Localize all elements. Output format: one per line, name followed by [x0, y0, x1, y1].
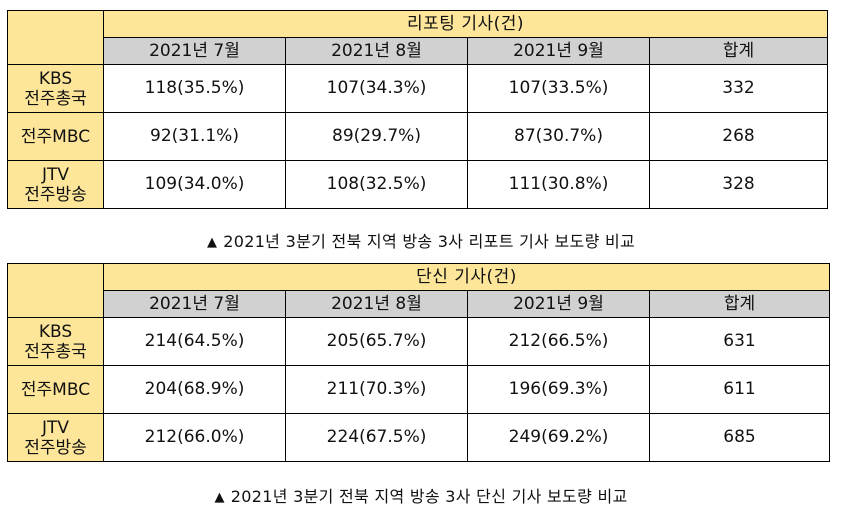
table-cell: 204(68.9%) — [103, 365, 286, 414]
table-title: 단신 기사(건) — [103, 263, 830, 291]
column-header: 합계 — [649, 290, 830, 318]
table-cell: 214(64.5%) — [103, 317, 286, 366]
table-title: 리포팅 기사(건) — [102, 10, 829, 38]
row-label: 전주MBC — [7, 112, 104, 161]
table-cell: 196(69.3%) — [467, 365, 650, 414]
reporting-articles-table: 리포팅 기사(건) 2021년 7월 2021년 8월 2021년 9월 합계 … — [7, 10, 829, 209]
table-cell: 268 — [648, 112, 829, 161]
table-cell: 249(69.2%) — [467, 413, 650, 462]
table-cell: 212(66.0%) — [103, 413, 286, 462]
table-cell: 108(32.5%) — [285, 160, 468, 209]
table-cell: 685 — [649, 413, 830, 462]
table-cell: 107(34.3%) — [285, 64, 468, 113]
table-caption: ▲ 2021년 3분기 전북 지역 방송 3사 리포트 기사 보도량 비교 — [206, 232, 636, 251]
table-cell: 611 — [649, 365, 830, 414]
table-cell: 109(34.0%) — [103, 160, 286, 209]
row-label: 전주MBC — [7, 365, 104, 414]
table-cell: 631 — [649, 317, 830, 366]
row-label: JTV 전주방송 — [7, 160, 104, 209]
table-cell: 328 — [648, 160, 829, 209]
short-news-articles-table: 단신 기사(건) 2021년 7월 2021년 8월 2021년 9월 합계 K… — [7, 263, 830, 462]
column-header: 2021년 7월 — [103, 290, 286, 318]
table-row: JTV 전주방송 212(66.0%) 224(67.5%) 249(69.2%)… — [7, 413, 830, 462]
column-header: 2021년 8월 — [285, 37, 468, 65]
table-cell: 332 — [648, 64, 829, 113]
triangle-marker-icon: ▲ — [206, 235, 218, 250]
corner-cell — [7, 10, 104, 65]
column-header: 합계 — [648, 37, 829, 65]
table-cell: 92(31.1%) — [103, 112, 286, 161]
table-cell: 212(66.5%) — [467, 317, 650, 366]
table-cell: 205(65.7%) — [285, 317, 468, 366]
table-row: KBS 전주총국 118(35.5%) 107(34.3%) 107(33.5%)… — [7, 64, 829, 113]
table-cell: 107(33.5%) — [467, 64, 650, 113]
table-cell: 87(30.7%) — [467, 112, 650, 161]
table-caption: ▲ 2021년 3분기 전북 지역 방송 3사 단신 기사 보도량 비교 — [214, 487, 628, 506]
table-cell: 118(35.5%) — [103, 64, 286, 113]
column-header: 2021년 9월 — [467, 290, 650, 318]
table-row: JTV 전주방송 109(34.0%) 108(32.5%) 111(30.8%)… — [7, 160, 829, 209]
column-header: 2021년 9월 — [467, 37, 650, 65]
column-header: 2021년 7월 — [103, 37, 286, 65]
table-cell: 89(29.7%) — [285, 112, 468, 161]
table-row: 전주MBC 92(31.1%) 89(29.7%) 87(30.7%) 268 — [7, 112, 829, 161]
table-row: 전주MBC 204(68.9%) 211(70.3%) 196(69.3%) 6… — [7, 365, 830, 414]
table-cell: 224(67.5%) — [285, 413, 468, 462]
table-cell: 211(70.3%) — [285, 365, 468, 414]
table-cell: 111(30.8%) — [467, 160, 650, 209]
row-label: KBS 전주총국 — [7, 317, 104, 366]
column-header: 2021년 8월 — [285, 290, 468, 318]
row-label: JTV 전주방송 — [7, 413, 104, 462]
row-label: KBS 전주총국 — [7, 64, 104, 113]
corner-cell — [7, 263, 104, 318]
table-row: KBS 전주총국 214(64.5%) 205(65.7%) 212(66.5%)… — [7, 317, 830, 366]
triangle-marker-icon: ▲ — [214, 490, 225, 505]
